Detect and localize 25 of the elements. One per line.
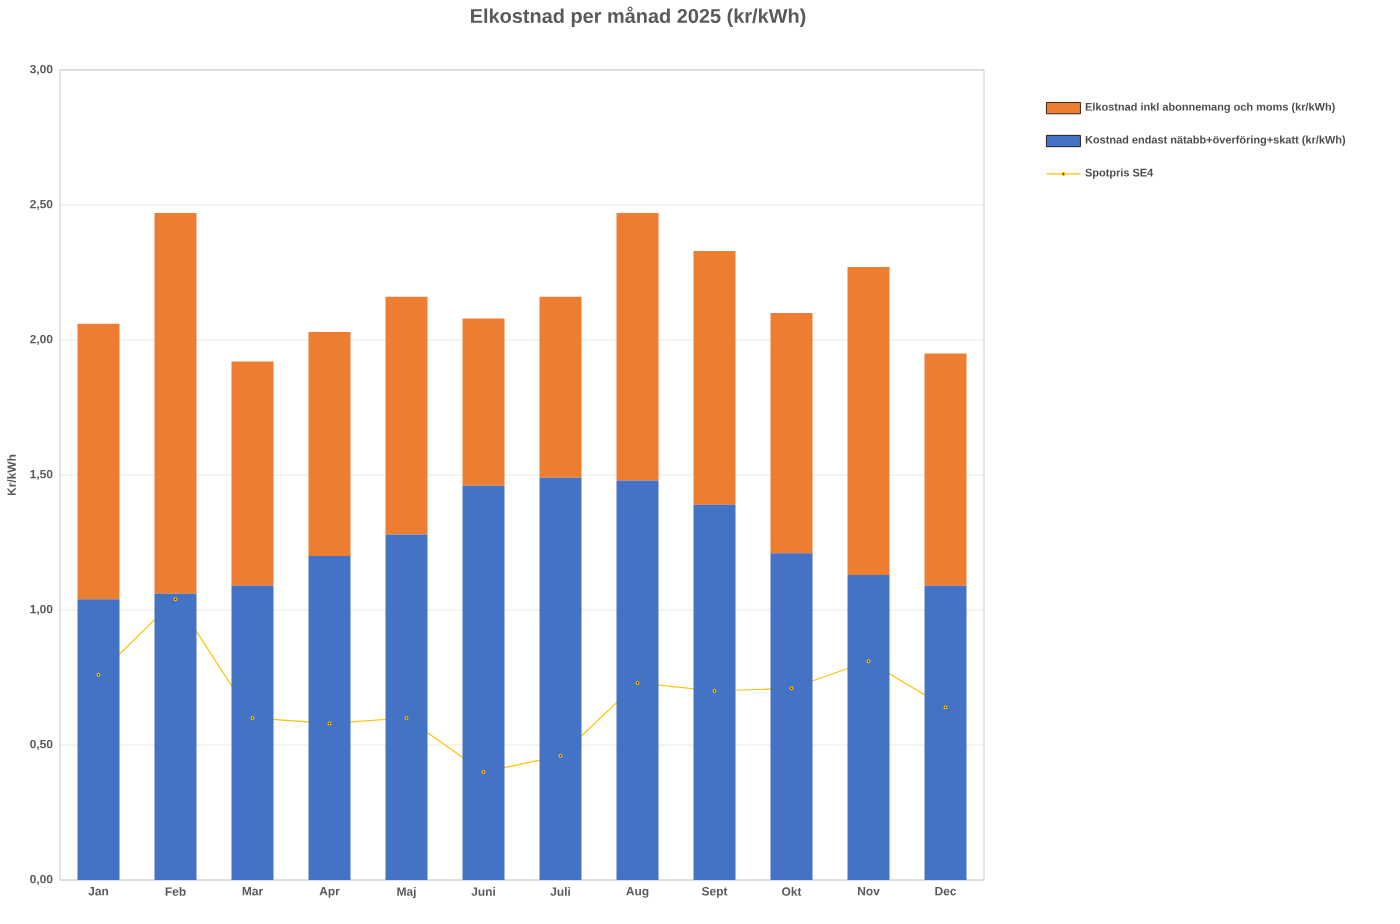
bar [77, 599, 120, 880]
bar [385, 296, 428, 535]
bar [924, 353, 967, 586]
bar [308, 556, 351, 880]
bar [770, 553, 813, 880]
bar [539, 296, 582, 478]
bar [539, 477, 582, 880]
bar [154, 593, 197, 880]
chart-title: Elkostnad per månad 2025 (kr/kWh) [471, 6, 806, 27]
bar [462, 318, 505, 486]
bar [770, 312, 813, 554]
bar [616, 213, 659, 481]
bar [462, 485, 505, 880]
bar [154, 213, 197, 594]
bar [77, 323, 120, 600]
bar [693, 250, 736, 505]
bar [847, 267, 890, 575]
bar [924, 585, 967, 880]
bar [308, 331, 351, 556]
bar [231, 361, 274, 586]
bar [847, 574, 890, 880]
bar [693, 504, 736, 880]
bar [231, 585, 274, 880]
bar [616, 480, 659, 880]
bar [385, 534, 428, 880]
